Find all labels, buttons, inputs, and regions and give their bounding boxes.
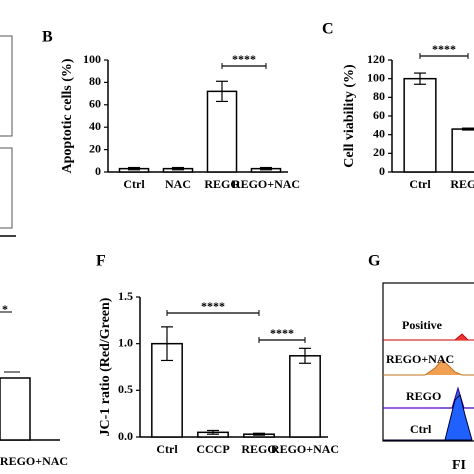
histogram-trace	[420, 333, 474, 341]
panel-letter: B	[42, 29, 53, 46]
y-tick-label: 0	[95, 164, 101, 178]
y-tick-label: 80	[373, 89, 385, 103]
panel-letter: G	[368, 253, 381, 270]
y-tick-label: 60	[89, 97, 101, 111]
sig-annotation: ****	[232, 52, 256, 66]
x-tick-label: REGO	[204, 177, 239, 191]
y-tick-label: 80	[89, 74, 101, 88]
y-tick-label: 120	[367, 52, 385, 66]
y-tick-label: 0.0	[118, 429, 133, 443]
x-tick-label: CCCP	[196, 442, 229, 456]
y-tick-label: 20	[373, 145, 385, 159]
left-fragment: * REGO+NAC	[0, 35, 68, 468]
sig-annotation: *	[2, 302, 8, 316]
x-tick-label: REGO+NAC	[0, 454, 68, 468]
sig-annotation: ****	[201, 299, 225, 313]
y-tick-label: 100	[83, 52, 101, 66]
charts: Apoptotic cells (%) 0 20 40 60 80 100 Ctrl NAC RE…	[60, 42, 474, 456]
y-tick-label: 40	[89, 119, 101, 133]
fragment-bar	[0, 377, 31, 441]
panel-frame	[0, 147, 13, 229]
histogram-label: Positive	[402, 318, 443, 332]
x-tick-label: Ctrl	[123, 177, 145, 191]
y-tick-label: 1.0	[118, 335, 133, 349]
y-axis-label: JC-1 ratio (Red/Green)	[98, 297, 113, 436]
x-tick-label: Ctrl	[409, 177, 431, 191]
x-tick-label: REGO+NAC	[232, 177, 300, 191]
x-tick-label: REGO+NAC	[271, 442, 339, 456]
x-tick-label: REGO	[450, 177, 474, 191]
y-tick-label: 100	[367, 70, 385, 84]
x-axis-label: FI	[452, 458, 466, 473]
panel-frame	[382, 282, 474, 442]
bar	[451, 128, 474, 173]
histogram-label: Ctrl	[410, 422, 432, 436]
y-tick-label: 20	[89, 141, 101, 155]
y-axis-label: Cell viability (%)	[342, 64, 357, 168]
x-tick-label: REGO	[241, 442, 276, 456]
y-tick-label: 40	[373, 126, 385, 140]
sig-annotation: ****	[432, 42, 456, 56]
histogram-label: REGO	[406, 389, 441, 403]
bar	[206, 90, 238, 173]
y-tick-label: 0.5	[118, 382, 133, 396]
histogram-trace	[383, 359, 474, 376]
panel-letter: C	[322, 21, 334, 38]
x-tick-label: Ctrl	[156, 442, 178, 456]
histogram-panel: Positive REGO+NAC REGO Ctrl FI	[382, 282, 474, 473]
bar	[289, 355, 321, 438]
panel-letter: F	[96, 253, 106, 270]
bar	[403, 77, 437, 173]
y-tick-label: 60	[373, 108, 385, 122]
y-tick-label: 1.5	[118, 289, 133, 303]
y-tick-label: 0	[379, 164, 385, 178]
histogram-label: REGO+NAC	[386, 352, 454, 366]
panel-frame	[0, 35, 13, 137]
y-axis-label: Apoptotic cells (%)	[60, 58, 75, 173]
histogram-trace	[383, 394, 473, 441]
x-tick-label: NAC	[165, 177, 191, 191]
sig-annotation: ****	[270, 326, 294, 340]
